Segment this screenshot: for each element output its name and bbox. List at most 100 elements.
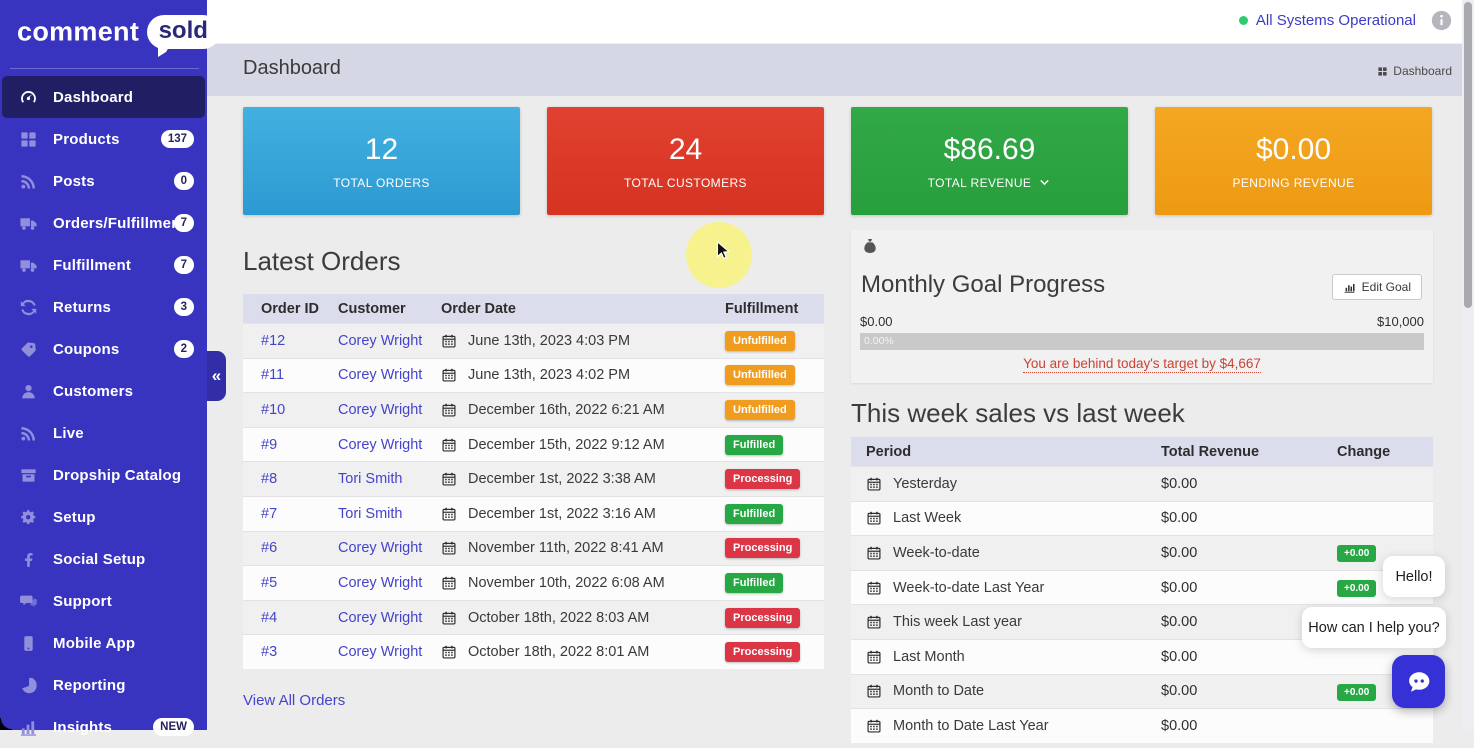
fulfillment-status-badge: Processing xyxy=(725,642,801,663)
column-header-fulfillment: Fulfillment xyxy=(725,300,799,317)
sidebar-item-dashboard[interactable]: Dashboard xyxy=(2,76,205,118)
system-status-link[interactable]: All Systems Operational xyxy=(1238,12,1416,29)
stat-card-value: 24 xyxy=(668,132,703,166)
sidebar-item-fulfillment[interactable]: Fulfillment 7 xyxy=(0,244,207,286)
page-scrollbar[interactable] xyxy=(1462,0,1474,730)
stat-card-label: PENDING REVENUE xyxy=(1232,175,1355,190)
customer-link[interactable]: Tori Smith xyxy=(338,505,403,522)
view-all-orders-link[interactable]: View All Orders xyxy=(243,692,346,709)
order-date: December 16th, 2022 6:21 AM xyxy=(441,402,725,418)
bar-chart-icon xyxy=(18,717,38,737)
mouse-cursor-icon xyxy=(711,240,733,262)
customer-link[interactable]: Corey Wright xyxy=(338,332,423,349)
order-id-link[interactable]: #12 xyxy=(261,332,286,349)
sidebar-item-reporting[interactable]: Reporting xyxy=(0,664,207,706)
screen-corner xyxy=(0,718,12,730)
gauge-icon xyxy=(18,87,38,107)
sidebar-item-mobile-app[interactable]: Mobile App xyxy=(0,622,207,664)
week-table-header: Period Total Revenue Change xyxy=(851,437,1433,466)
sidebar-item-label: Setup xyxy=(53,508,96,526)
customer-link[interactable]: Corey Wright xyxy=(338,644,423,661)
sidebar-item-coupons[interactable]: Coupons 2 xyxy=(0,328,207,370)
calendar-icon xyxy=(866,510,882,526)
calendar-icon xyxy=(441,402,457,418)
calendar-icon xyxy=(441,506,457,522)
sidebar-item-dropship-catalog[interactable]: Dropship Catalog xyxy=(0,454,207,496)
calendar-icon xyxy=(441,610,457,626)
total-revenue-value: $0.00 xyxy=(1161,510,1198,527)
sidebar-item-label: Dropship Catalog xyxy=(53,466,182,484)
customer-link[interactable]: Corey Wright xyxy=(338,609,423,626)
breadcrumb-label: Dashboard xyxy=(1393,64,1452,78)
sync-icon xyxy=(18,297,38,317)
sidebar-item-insights[interactable]: Insights NEW xyxy=(0,706,207,748)
stat-card-pending-revenue[interactable]: $0.00 PENDING REVENUE xyxy=(1155,107,1432,215)
order-id-link[interactable]: #7 xyxy=(261,505,278,522)
customer-link[interactable]: Corey Wright xyxy=(338,436,423,453)
total-revenue-value: $0.00 xyxy=(1161,648,1198,665)
calendar-icon xyxy=(441,540,457,556)
order-id-link[interactable]: #5 xyxy=(261,574,278,591)
column-header-total-revenue: Total Revenue xyxy=(1161,443,1260,460)
sidebar-item-label: Dashboard xyxy=(53,88,134,106)
sidebar-item-badge: 7 xyxy=(173,256,194,274)
box-icon xyxy=(18,465,38,485)
sidebar-item-label: Coupons xyxy=(53,340,120,358)
chat-greeting-bubble[interactable]: Hello! xyxy=(1383,556,1445,597)
sidebar-item-returns[interactable]: Returns 3 xyxy=(0,286,207,328)
period-name: Month to Date Last Year xyxy=(866,718,1161,734)
fulfillment-status-badge: Processing xyxy=(725,607,801,628)
chat-question-bubble[interactable]: How can I help you? xyxy=(1302,607,1446,648)
stat-card-total-customers[interactable]: 24 TOTAL CUSTOMERS xyxy=(547,107,824,215)
sidebar-item-label: Reporting xyxy=(53,676,126,694)
customer-link[interactable]: Corey Wright xyxy=(338,574,423,591)
chat-bubble-icon xyxy=(1404,667,1434,697)
order-id-link[interactable]: #6 xyxy=(261,540,278,557)
column-header-period: Period xyxy=(866,443,912,460)
sidebar-item-label: Products xyxy=(53,130,120,148)
chevron-down-icon[interactable] xyxy=(1038,176,1051,189)
breadcrumb[interactable]: Dashboard xyxy=(1377,64,1452,78)
order-date: November 10th, 2022 6:08 AM xyxy=(441,575,725,591)
sidebar-item-support[interactable]: Support xyxy=(0,580,207,622)
order-date: June 13th, 2023 4:02 PM xyxy=(441,367,725,383)
order-id-link[interactable]: #9 xyxy=(261,436,278,453)
customer-link[interactable]: Corey Wright xyxy=(338,401,423,418)
customer-link[interactable]: Corey Wright xyxy=(338,540,423,557)
order-row-9: #9 Corey Wright December 15th, 2022 9:12 A… xyxy=(243,426,824,462)
sidebar-item-customers[interactable]: Customers xyxy=(0,370,207,412)
order-row-8: #8 Tori Smith December 1st, 2022 3:38 AM Pr… xyxy=(243,461,824,496)
goal-title: Monthly Goal Progress xyxy=(861,271,1106,298)
sidebar-item-social-setup[interactable]: Social Setup xyxy=(0,538,207,580)
column-header-customer: Customer xyxy=(338,300,406,317)
order-id-link[interactable]: #8 xyxy=(261,471,278,488)
order-id-link[interactable]: #11 xyxy=(261,367,285,384)
stat-card-value: $0.00 xyxy=(1255,132,1332,166)
order-id-link[interactable]: #3 xyxy=(261,644,278,661)
scrollbar-thumb[interactable] xyxy=(1464,2,1472,308)
chat-launcher-button[interactable] xyxy=(1392,655,1445,708)
sidebar-item-orders-fulfillment[interactable]: Orders/Fulfillment 7 xyxy=(0,202,207,244)
customer-link[interactable]: Tori Smith xyxy=(338,471,403,488)
period-row-week-to-date: Week-to-date $0.00 +0.00 xyxy=(851,535,1433,570)
sidebar-item-products[interactable]: Products 137 xyxy=(0,118,207,160)
sidebar-item-live[interactable]: Live xyxy=(0,412,207,454)
sidebar-item-posts[interactable]: Posts 0 xyxy=(0,160,207,202)
period-row-month-to-date: Month to Date $0.00 +0.00 xyxy=(851,673,1433,709)
customer-link[interactable]: Corey Wright xyxy=(338,367,423,384)
ticket-icon xyxy=(18,339,38,359)
sidebar-item-label: Posts xyxy=(53,172,95,190)
order-id-link[interactable]: #4 xyxy=(261,609,278,626)
stat-card-total-orders[interactable]: 12 TOTAL ORDERS xyxy=(243,107,520,215)
brand-logo[interactable]: comment sold xyxy=(0,0,220,62)
sidebar-item-setup[interactable]: Setup xyxy=(0,496,207,538)
order-id-link[interactable]: #10 xyxy=(261,401,286,418)
info-icon[interactable] xyxy=(1431,10,1452,31)
sidebar-collapse-button[interactable]: « xyxy=(207,351,226,401)
stat-card-total-revenue[interactable]: $86.69 TOTAL REVENUE xyxy=(851,107,1128,215)
calendar-icon xyxy=(441,333,457,349)
order-row-10: #10 Corey Wright December 16th, 2022 6:21 … xyxy=(243,392,824,427)
brand-logo-comment: comment xyxy=(17,16,140,47)
goal-warning-text[interactable]: You are behind today's target by $4,667 xyxy=(1023,356,1261,373)
edit-goal-button[interactable]: Edit Goal xyxy=(1331,274,1422,300)
